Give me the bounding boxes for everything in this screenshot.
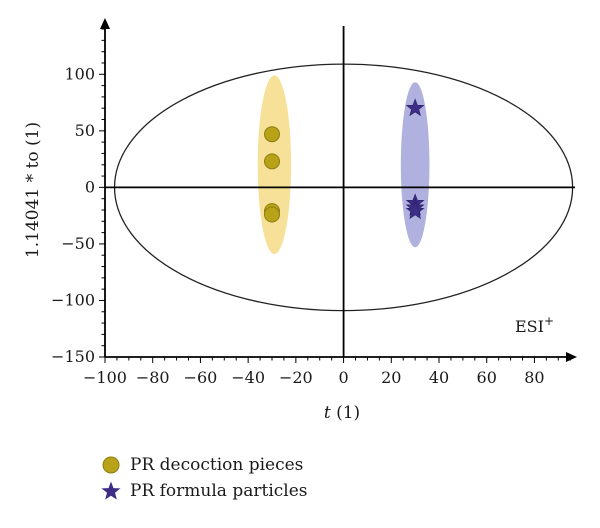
data-point-formula bbox=[405, 98, 425, 117]
x-tick-label: 20 bbox=[381, 368, 401, 387]
x-axis-label: t (1) bbox=[324, 403, 360, 423]
x-tick-label: −80 bbox=[136, 368, 170, 387]
x-tick-label: −60 bbox=[184, 368, 218, 387]
x-tick-label: −100 bbox=[83, 368, 127, 387]
x-tick-label: 40 bbox=[429, 368, 449, 387]
y-arrow-icon bbox=[100, 18, 110, 29]
y-tick-label: 0 bbox=[85, 177, 95, 196]
star-marker-icon bbox=[101, 481, 121, 500]
x-arrow-icon bbox=[566, 352, 577, 362]
legend-item-formula: PR formula particles bbox=[100, 478, 430, 504]
x-tick-label: 80 bbox=[524, 368, 544, 387]
y-tick-label: 100 bbox=[64, 64, 95, 83]
x-tick-label: −40 bbox=[231, 368, 265, 387]
x-tick-label: −20 bbox=[279, 368, 313, 387]
y-axis-label: 1.14041 * to (1) bbox=[23, 122, 43, 258]
legend-label-formula: PR formula particles bbox=[130, 481, 308, 501]
legend: PR decoction pieces PR formula particles bbox=[100, 452, 430, 504]
data-point-decoction bbox=[264, 126, 281, 143]
x-tick-label: 0 bbox=[338, 368, 348, 387]
data-point-decoction bbox=[264, 153, 281, 170]
y-tick-label: −150 bbox=[51, 347, 95, 366]
y-tick-label: −100 bbox=[51, 290, 95, 309]
legend-label-decoction: PR decoction pieces bbox=[130, 455, 304, 475]
data-point-decoction bbox=[264, 206, 281, 223]
circle-marker-icon bbox=[102, 456, 120, 474]
esi-annotation: ESI+ bbox=[515, 314, 554, 336]
legend-item-decoction: PR decoction pieces bbox=[100, 452, 430, 478]
x-tick-label: 60 bbox=[477, 368, 497, 387]
data-point-formula bbox=[405, 201, 425, 220]
y-tick-label: 50 bbox=[75, 121, 95, 140]
y-tick-label: −50 bbox=[61, 234, 95, 253]
